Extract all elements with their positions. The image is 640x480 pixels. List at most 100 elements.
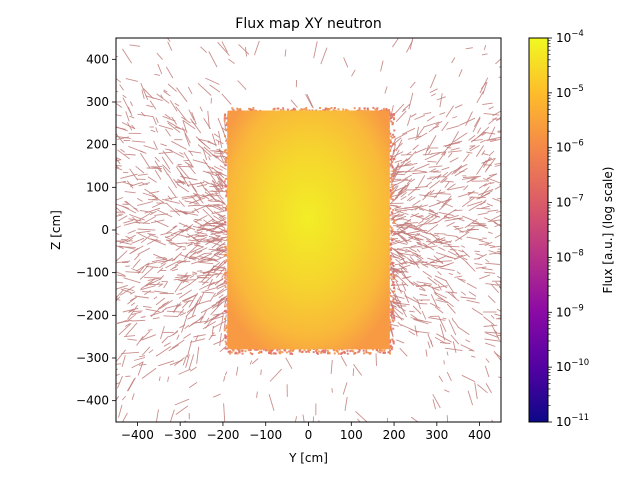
halo-cell [224,135,226,138]
track-segment [170,229,185,236]
track-segment [495,58,501,65]
halo-cell [249,349,252,351]
track-segment [216,288,225,295]
halo-cell [223,276,226,279]
track-segment [486,173,497,180]
track-segment [427,277,438,285]
track-segment [448,319,457,336]
track-segment [163,90,171,97]
track-segment [217,282,228,287]
track-segment [423,121,440,128]
track-segment [392,166,398,171]
track-segment [184,161,194,168]
track-segment [446,351,449,356]
track-segment [391,256,400,259]
halo-cell [224,221,227,224]
track-segment [155,346,172,357]
track-segment [187,314,196,320]
track-segment [162,308,167,312]
track-segment [396,339,405,344]
track-segment [116,114,122,117]
halo-cell [390,211,393,214]
track-segment [213,152,224,155]
track-segment [477,253,487,260]
track-segment [416,248,421,253]
track-segment [167,83,177,92]
halo-cell [386,109,389,112]
track-segment [211,225,220,232]
track-segment [400,236,408,243]
track-segment [125,111,130,122]
track-segment [497,130,501,132]
track-segment [116,245,124,250]
track-segment [429,74,437,89]
halo-cell [391,283,394,286]
track-segment [216,228,226,234]
halo-cell [223,114,226,117]
track-segment [432,399,437,410]
track-segment [429,189,435,195]
track-segment [147,176,157,183]
track-segment [203,238,212,241]
track-segment [445,291,458,294]
halo-cell [391,228,394,231]
track-segment [188,243,194,246]
track-segment [409,247,417,253]
track-segment [496,116,501,122]
halo-cell [392,265,395,267]
track-segment [201,274,214,286]
core-region [227,110,390,350]
halo-cell [224,164,227,167]
halo-cell [225,117,228,120]
track-segment [481,267,493,271]
track-segment [176,87,188,103]
y-tick-label: 0 [101,223,109,237]
halo-cell [224,273,227,276]
track-segment [390,210,402,216]
track-segment [495,210,501,213]
track-segment [117,149,130,160]
track-segment [404,221,412,226]
halo-cell [257,348,260,351]
halo-cell [390,247,393,250]
track-segment [217,41,230,56]
track-segment [434,232,439,235]
track-segment [121,351,139,355]
track-segment [136,198,143,202]
halo-cell [392,283,395,286]
track-segment [290,99,298,108]
track-segment [418,288,426,292]
track-segment [418,246,423,248]
track-segment [493,222,501,227]
track-segment [177,178,185,186]
track-segment [181,211,199,216]
track-segment [179,312,187,316]
halo-cell [393,118,395,121]
track-segment [441,166,450,171]
track-segment [497,248,501,250]
track-segment [435,120,443,126]
track-segment [179,245,186,248]
track-segment [146,281,154,286]
halo-cell [383,349,386,352]
track-segment [126,122,133,131]
track-segment [490,283,500,294]
track-segment [205,188,217,202]
track-segment [443,245,460,248]
halo-cell [389,207,392,210]
track-segment [223,403,226,422]
track-segment [123,221,138,226]
track-segment [407,186,419,196]
track-segment [476,207,491,210]
track-segment [122,48,133,64]
track-segment [408,92,414,110]
track-segment [434,275,447,282]
track-segment [145,308,160,313]
track-segment [452,163,468,173]
track-segment [116,349,126,363]
track-segment [143,290,151,296]
halo-cell [390,274,393,277]
track-segment [149,100,157,110]
track-segment [162,115,176,122]
